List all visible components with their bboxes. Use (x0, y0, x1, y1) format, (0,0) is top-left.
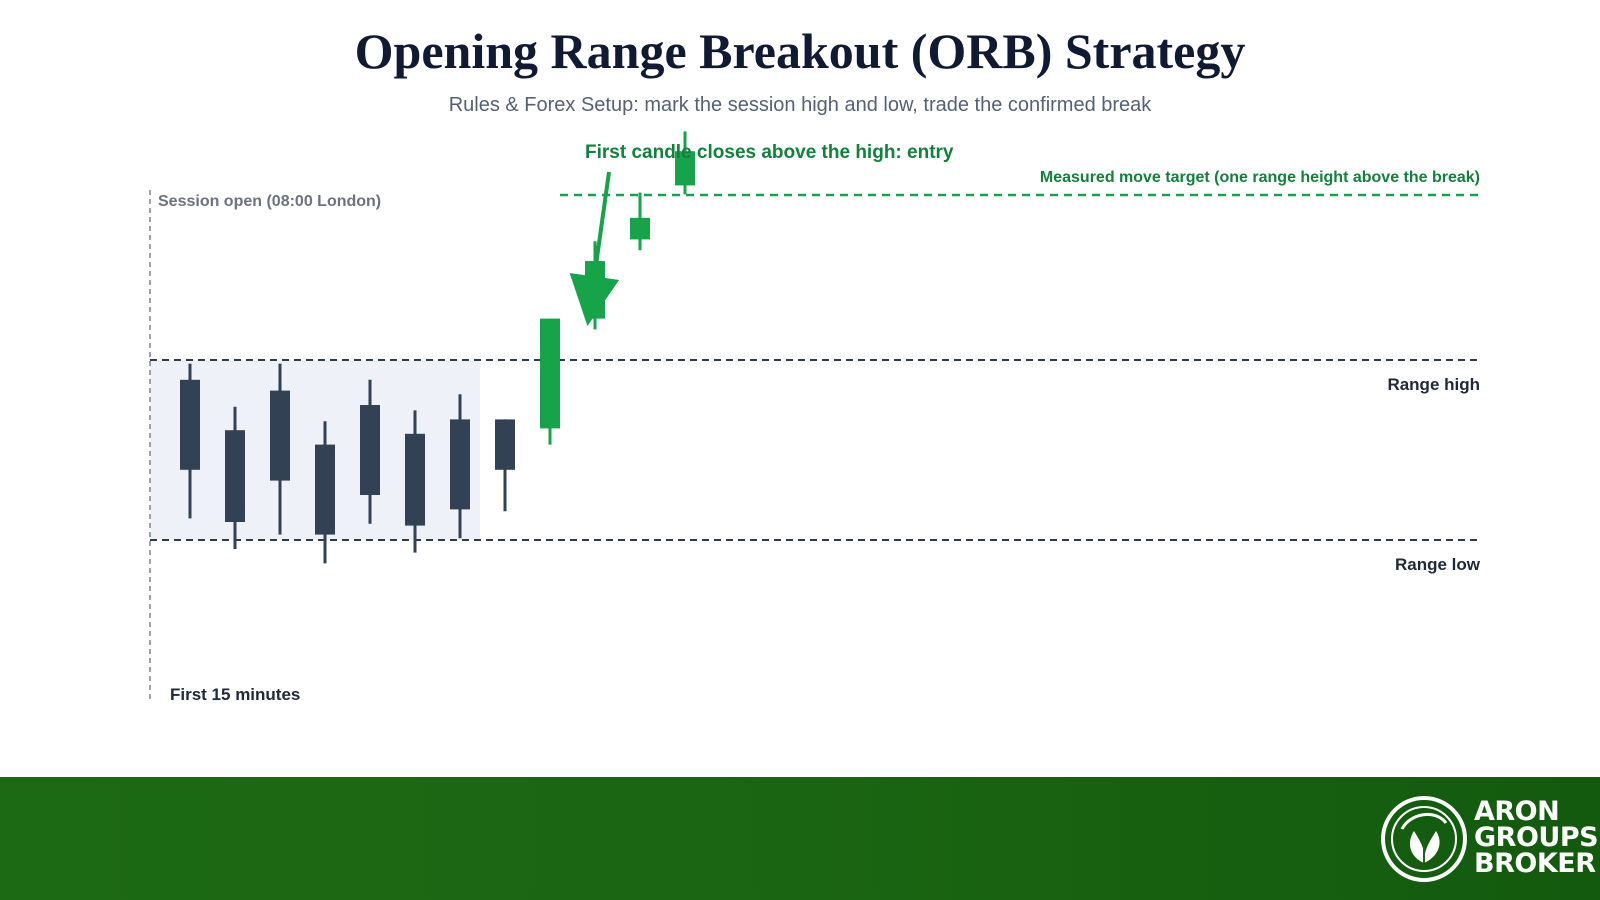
range-high-label: Range high (1387, 375, 1480, 394)
orb-diagram: Session open (08:00 London) First 15 min… (149, 131, 1481, 704)
candle-body (450, 419, 470, 510)
candle-4 (315, 421, 335, 564)
page-subtitle: Rules & Forex Setup: mark the session hi… (448, 94, 1152, 116)
candle-body (180, 379, 200, 470)
candle-body (315, 444, 335, 535)
brand-line-1: ARON (1474, 796, 1560, 827)
candle-8 (495, 419, 515, 512)
candle-9 (540, 318, 560, 445)
first-15-label: First 15 minutes (170, 685, 300, 704)
candle-1 (180, 363, 200, 519)
entry-arrow (569, 171, 620, 326)
footer-banner: ARON GROUPS BROKER (0, 777, 1600, 900)
target-label: Measured move target (one range height a… (1040, 169, 1480, 186)
candle-12 (675, 131, 695, 195)
candle-body (540, 318, 560, 429)
brand-wordmark: ARON GROUPS BROKER (1474, 796, 1599, 879)
candle-body (360, 405, 380, 495)
candles-group (180, 131, 695, 564)
session-open-label: Session open (08:00 London) (158, 193, 381, 210)
candle-body (675, 151, 695, 186)
candle-body (270, 390, 290, 481)
candle-7 (450, 394, 470, 539)
leaf-circle-logo-icon (1381, 796, 1467, 882)
candle-11 (630, 192, 650, 251)
page-title: Opening Range Breakout (ORB) Strategy (354, 23, 1246, 79)
candle-body (630, 217, 650, 240)
candle-body (225, 430, 245, 522)
brand-line-3: BROKER (1474, 848, 1596, 879)
entry-label: First candle closes above the high: entr… (585, 142, 954, 163)
candle-body (495, 419, 515, 470)
brand-logo: ARON GROUPS BROKER (1380, 795, 1599, 883)
range-low-label: Range low (1395, 555, 1481, 574)
brand-line-2: GROUPS (1474, 822, 1599, 853)
candle-2 (225, 406, 245, 549)
candle-3 (270, 363, 290, 535)
candle-6 (405, 410, 425, 553)
candle-5 (360, 379, 380, 524)
candle-body (405, 433, 425, 526)
